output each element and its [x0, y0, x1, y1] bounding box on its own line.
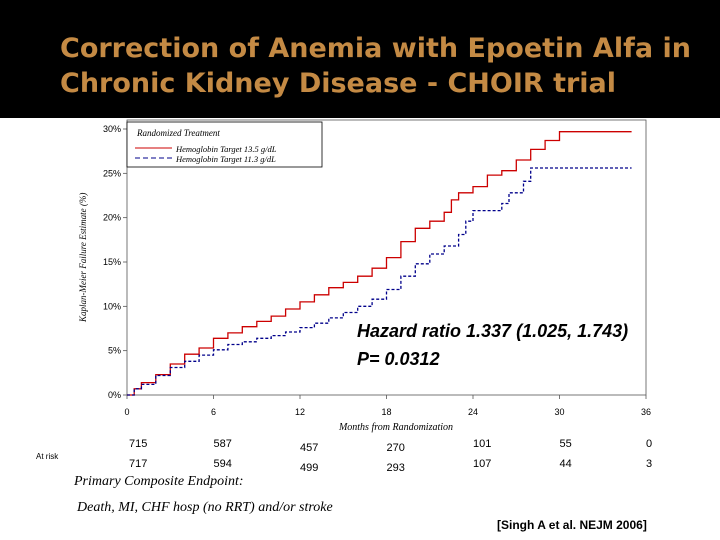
- at-risk-high-cell: 715: [129, 438, 148, 450]
- legend-label-low: Hemoglobin Target 11.3 g/dL: [175, 154, 276, 164]
- y-tick-label: 30%: [103, 124, 121, 134]
- at-risk-low-cell: 594: [213, 458, 232, 470]
- x-tick-label: 36: [641, 407, 651, 417]
- y-tick-label: 25%: [103, 168, 121, 178]
- x-tick-label: 0: [124, 407, 129, 417]
- at-risk-low-cell: 717: [129, 458, 148, 470]
- at-risk-low-cell: 293: [386, 462, 405, 474]
- hazard-ratio-annotation: Hazard ratio 1.337 (1.025, 1.743): [357, 321, 629, 341]
- x-axis-label: Months from Randomization: [338, 422, 453, 433]
- at-risk-low-cell: 44: [559, 458, 572, 470]
- title-bar: Correction of Anemia with Epoetin Alfa i…: [0, 0, 720, 118]
- y-tick-label: 15%: [103, 257, 121, 267]
- series-line-high-target: [127, 131, 632, 396]
- at-risk-low-cell: 3: [646, 458, 653, 470]
- at-risk-low-cell: 107: [473, 458, 492, 470]
- at-risk-low-cell: 499: [300, 462, 319, 474]
- at-risk-high-cell: 0: [646, 438, 653, 450]
- series-line-low-target: [127, 167, 632, 396]
- citation: [Singh A et al. NEJM 2006]: [497, 518, 647, 532]
- legend-title: Randomized Treatment: [136, 128, 220, 138]
- y-tick-label: 20%: [103, 213, 121, 223]
- legend-label-high: Hemoglobin Target 13.5 g/dL: [175, 144, 277, 154]
- x-tick-label: 30: [554, 407, 564, 417]
- endpoint-heading: Primary Composite Endpoint:: [74, 474, 244, 489]
- y-axis-label: Kaplan-Meier Failure Estimate (%): [78, 193, 88, 323]
- at-risk-high-cell: 55: [559, 438, 572, 450]
- x-tick-label: 12: [295, 407, 305, 417]
- legend-box: [126, 121, 323, 168]
- at-risk-label: At risk: [36, 452, 59, 461]
- y-tick-label: 0%: [108, 390, 121, 400]
- endpoint-description: Death, MI, CHF hosp (no RRT) and/or stro…: [77, 500, 333, 515]
- x-tick-label: 24: [468, 407, 478, 417]
- slide-title-line-2: Chronic Kidney Disease - CHOIR trial: [60, 68, 617, 99]
- at-risk-high-cell: 457: [300, 442, 319, 454]
- at-risk-high-cell: 270: [386, 442, 405, 454]
- at-risk-high-cell: 101: [473, 438, 492, 450]
- y-tick-label: 5%: [108, 346, 121, 356]
- at-risk-high-cell: 587: [213, 438, 232, 450]
- p-value-annotation: P= 0.0312: [357, 349, 440, 369]
- x-tick-label: 18: [381, 407, 391, 417]
- slide-title-line-1: Correction of Anemia with Epoetin Alfa i…: [60, 33, 691, 64]
- y-tick-label: 10%: [103, 301, 121, 311]
- x-tick-label: 6: [211, 407, 216, 417]
